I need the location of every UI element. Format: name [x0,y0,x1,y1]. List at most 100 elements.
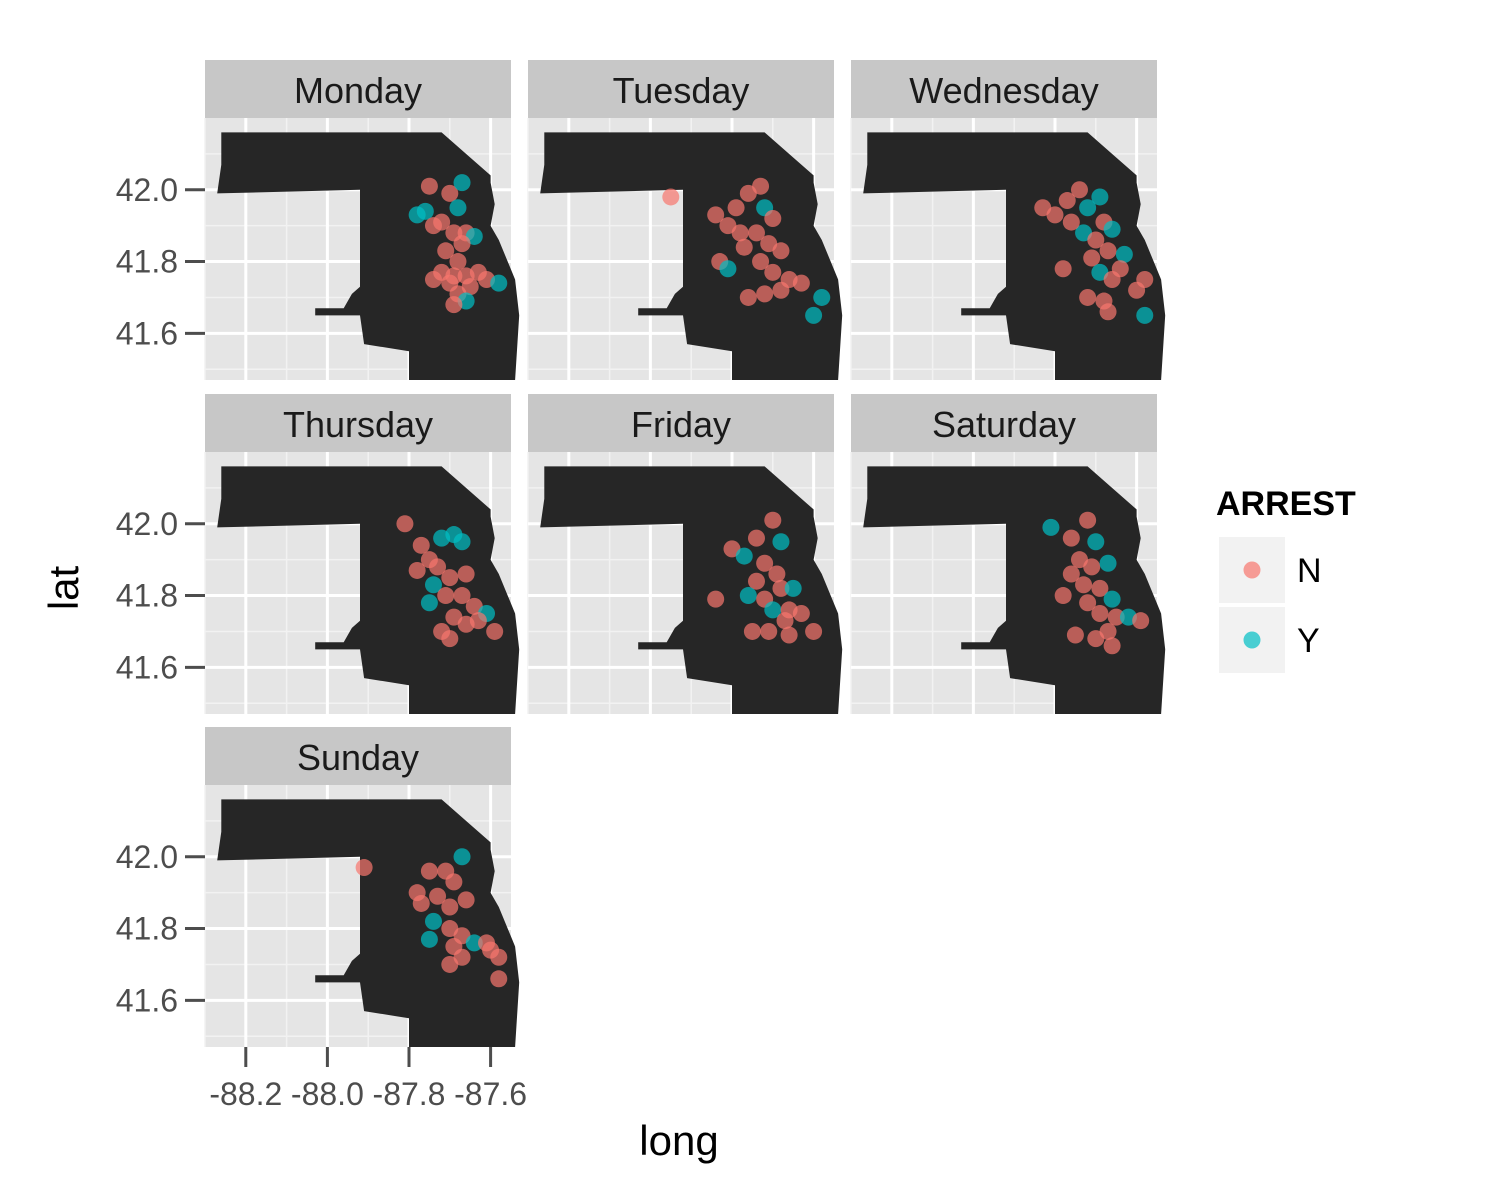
data-point-y [1136,306,1154,324]
data-point-n [1079,511,1097,529]
data-point-y [424,912,442,930]
strip-label-thursday: Thursday [283,404,433,445]
x-tick-label: -87.6 [454,1076,527,1112]
data-point-y [453,174,471,192]
data-point-n [768,565,786,583]
data-point-n [490,970,508,988]
data-point-n [420,177,438,195]
data-point-n [1070,181,1088,199]
x-tick-label: -88.0 [291,1076,364,1112]
data-point-y [1099,554,1117,572]
data-point-n [1034,199,1052,217]
strip-sunday [205,727,511,785]
strip-label-wednesday: Wednesday [909,70,1098,111]
facet-sunday: Sunday [204,727,520,1047]
data-point-y [764,601,782,619]
city-boundary-map [540,466,843,714]
data-point-n [752,177,770,195]
y-tick-label: 41.8 [116,578,178,614]
strip-saturday [851,394,1157,452]
data-point-n [1103,637,1121,655]
data-point-n [457,565,475,583]
data-point-n [445,873,463,891]
data-point-y [1115,245,1133,263]
city-boundary-map [217,466,520,714]
data-point-n [449,253,467,271]
data-point-y [490,274,508,292]
data-point-n [772,579,790,597]
data-point-n [1132,612,1150,630]
data-point-n [1046,206,1064,224]
data-point-n [1083,558,1101,576]
data-point-n [707,590,725,608]
data-point-n [752,253,770,271]
data-point-y [813,288,831,306]
y-tick-label: 41.6 [116,315,178,351]
data-point-n [1075,576,1093,594]
strip-wednesday [851,60,1157,118]
data-point-y [739,587,757,605]
data-point-n [408,561,426,579]
data-point-y [1103,590,1121,608]
data-point-n [1054,587,1072,605]
data-point-n [457,891,475,909]
data-point-n [1066,626,1084,644]
data-point-y [1079,199,1097,217]
strip-label-tuesday: Tuesday [613,70,750,111]
legend-swatch-y [1243,631,1261,649]
strip-label-monday: Monday [294,70,422,111]
data-point-n [776,612,794,630]
facet-wednesday: Wednesday [850,60,1166,380]
data-point-n [723,540,741,558]
data-point-n [355,859,373,877]
data-point-n [441,898,459,916]
data-point-y [416,202,434,220]
data-point-n [1062,529,1080,547]
data-point-y [784,579,802,597]
data-point-y [449,199,467,217]
facet-thursday: Thursday [204,394,520,714]
data-point-n [437,242,455,260]
data-point-n [1079,288,1097,306]
strip-friday [528,394,834,452]
data-point-n [772,281,790,299]
data-point-y [420,594,438,612]
data-point-y [1091,263,1109,281]
data-point-n [1058,192,1076,210]
y-tick-label: 42.0 [116,172,178,208]
data-point-n [1099,303,1117,321]
data-point-n [792,605,810,623]
data-point-n [486,622,504,640]
data-point-n [727,199,745,217]
data-point-n [1062,213,1080,231]
data-point-y [1087,533,1105,551]
data-point-n [1083,249,1101,267]
data-point-n [760,235,778,253]
data-point-y [1075,224,1093,242]
strip-monday [205,60,511,118]
data-point-y [805,306,823,324]
data-point-n [707,206,725,224]
data-point-n [719,217,737,235]
data-point-n [441,955,459,973]
legend: ARREST NY [1216,485,1356,675]
data-point-n [1087,231,1105,249]
strip-label-friday: Friday [631,404,731,445]
data-point-y [453,533,471,551]
data-point-n [441,630,459,648]
y-tick-label: 41.6 [116,982,178,1018]
data-point-n [445,608,463,626]
data-point-n [805,622,823,640]
data-point-n [429,558,447,576]
data-point-n [756,285,774,303]
data-point-n [1070,551,1088,569]
data-point-n [1099,622,1117,640]
data-point-y [1091,188,1109,206]
data-point-n [396,515,414,533]
facet-saturday: Saturday [850,394,1166,714]
data-point-y [772,533,790,551]
data-point-n [437,587,455,605]
data-point-n [441,569,459,587]
data-point-n [429,887,447,905]
data-point-n [1091,579,1109,597]
